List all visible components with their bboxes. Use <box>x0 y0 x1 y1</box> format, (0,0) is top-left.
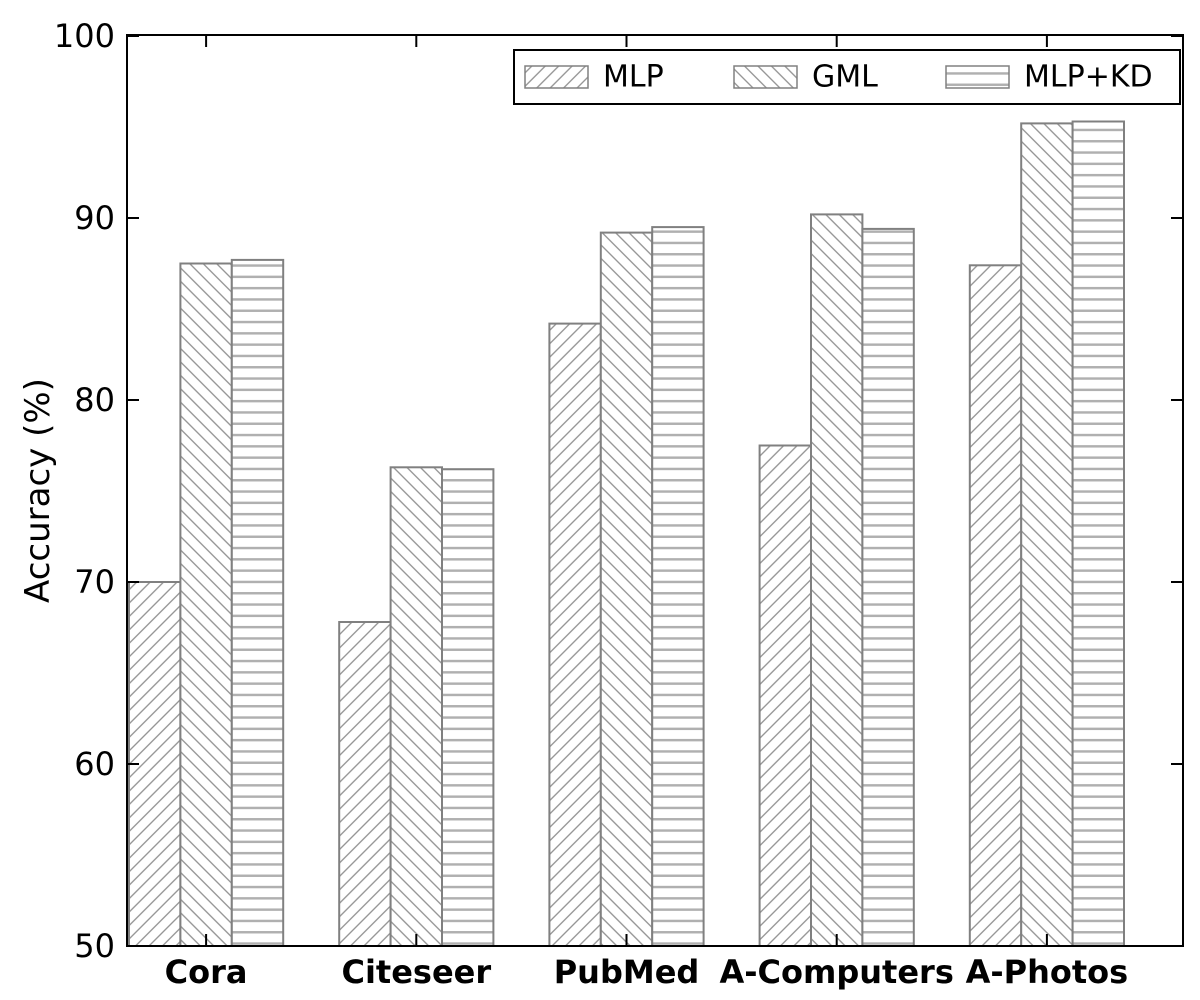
y-tick-label-80: 80 <box>74 381 115 419</box>
bars-layer <box>128 120 1125 948</box>
legend-box <box>513 49 1181 105</box>
bar-a-photos-mlp <box>968 264 1023 947</box>
y-tick-label-90: 90 <box>74 199 115 237</box>
legend: MLP GML MLP+KD <box>513 49 1181 105</box>
x-category-label-citeseer: Citeseer <box>341 953 491 991</box>
bar-cora-gml <box>179 262 233 947</box>
bar-citeseer-mlp-kd <box>441 468 495 947</box>
y-tick-label-60: 60 <box>74 745 115 783</box>
bar-a-computers-gml <box>810 213 864 947</box>
plot-border <box>126 34 1184 947</box>
bar-a-photos-gml <box>1020 122 1074 947</box>
bar-pubmed-mlp <box>548 322 602 948</box>
y-tick-label-70: 70 <box>74 563 115 601</box>
legend-label-mlp: MLP <box>603 60 664 95</box>
legend-label-mlp-kd: MLP+KD <box>1024 60 1153 95</box>
bar-a-computers-mlp-kd <box>861 227 915 947</box>
bar-pubmed-mlp-kd <box>651 226 705 948</box>
bar-a-photos-mlp-kd <box>1071 120 1125 947</box>
x-category-label-a-computers: A-Computers <box>720 953 954 991</box>
legend-label-gml: GML <box>812 60 878 95</box>
bar-a-computers-mlp <box>758 444 812 947</box>
bar-cora-mlp-kd <box>230 258 285 947</box>
legend-swatch-gml-icon <box>733 65 798 89</box>
y-axis-label: Accuracy (%) <box>18 378 58 603</box>
bar-pubmed-gml <box>599 231 654 948</box>
legend-swatch-mlp-icon <box>524 65 589 89</box>
legend-swatch-mlp-kd-icon <box>945 65 1010 89</box>
bar-citeseer-mlp <box>338 621 392 947</box>
y-tick-label-100: 100 <box>54 17 115 55</box>
axes-layer: 50 60 70 80 90 100 Cora Citeseer PubMed A-Compute… <box>18 17 1184 991</box>
x-category-label-pubmed: PubMed <box>554 953 700 991</box>
x-category-label-cora: Cora <box>165 953 248 991</box>
y-tick-label-50: 50 <box>74 927 115 965</box>
x-category-label-a-photos: A-Photos <box>966 953 1129 991</box>
bar-citeseer-gml <box>389 466 444 947</box>
